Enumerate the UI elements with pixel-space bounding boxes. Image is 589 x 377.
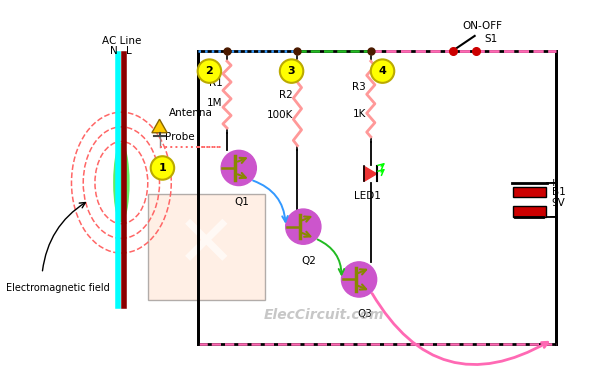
Text: ElecCircuit.com: ElecCircuit.com [263,308,384,322]
FancyBboxPatch shape [513,206,545,217]
Text: 1M: 1M [207,98,222,109]
Text: LED1: LED1 [354,192,380,201]
Ellipse shape [113,143,130,222]
Text: Q3: Q3 [358,309,372,319]
Text: Electromagnetic field: Electromagnetic field [6,283,110,293]
Text: 1K: 1K [353,109,366,119]
Text: R1: R1 [209,78,222,88]
Text: L: L [125,46,131,57]
Text: 4: 4 [379,66,386,76]
Text: AC Line: AC Line [102,37,141,46]
FancyBboxPatch shape [148,195,265,300]
Circle shape [280,60,303,83]
Ellipse shape [113,147,130,218]
Circle shape [151,156,174,180]
Text: B1
9V: B1 9V [551,187,565,208]
Text: 1: 1 [158,163,166,173]
Text: Antenna: Antenna [169,108,213,118]
Text: 2: 2 [206,66,213,76]
Text: ON-OFF: ON-OFF [462,21,502,31]
Circle shape [198,60,221,83]
Ellipse shape [118,169,124,196]
Polygon shape [152,119,167,133]
Circle shape [342,262,376,297]
Ellipse shape [115,158,127,208]
Text: Q1: Q1 [234,197,249,207]
Text: 3: 3 [288,66,295,76]
Text: Probe: Probe [166,132,195,141]
Text: ✕: ✕ [176,213,237,282]
Text: Q2: Q2 [302,256,317,266]
Text: R2: R2 [279,90,293,100]
Circle shape [371,60,394,83]
Text: −: − [549,211,558,222]
Text: +: + [549,178,558,188]
Polygon shape [364,166,376,181]
Text: 100K: 100K [266,110,293,120]
Text: S1: S1 [485,34,498,43]
Text: N: N [111,46,118,57]
Circle shape [221,150,256,185]
Text: R3: R3 [352,82,366,92]
Circle shape [286,209,321,244]
FancyBboxPatch shape [513,187,545,197]
